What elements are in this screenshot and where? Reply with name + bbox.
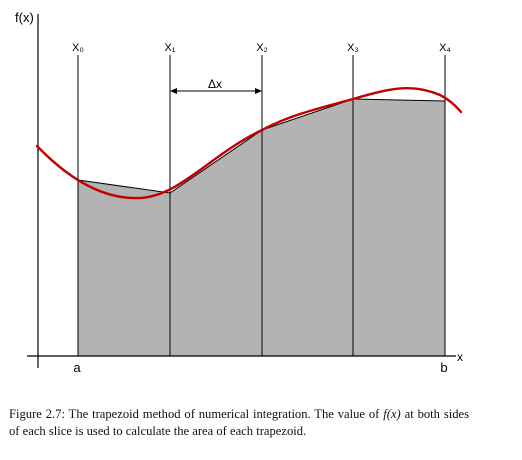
- bound-label-a: a: [73, 360, 81, 375]
- trapezoid-1: [78, 180, 170, 356]
- caption-fx: f(x): [383, 407, 401, 421]
- trapezoid-2: [170, 130, 262, 356]
- x-axis-label: x: [457, 350, 463, 364]
- y-axis-label: f(x): [15, 10, 34, 25]
- caption-text-part1: The trapezoid method of numerical integr…: [68, 407, 380, 421]
- trapezoid-3: [262, 99, 353, 356]
- delta-x-label: Δx: [208, 77, 222, 91]
- bound-label-b: b: [440, 360, 447, 375]
- slice-label-x3: X₃: [347, 42, 359, 54]
- slice-label-x4: X₄: [439, 42, 451, 54]
- trapezoid-4: [353, 99, 445, 356]
- delta-x-arrowhead-left: [170, 88, 177, 94]
- caption-label: Figure 2.7:: [9, 407, 65, 421]
- slice-label-x2: X₂: [256, 42, 268, 54]
- figure-caption: Figure 2.7: The trapezoid method of nume…: [9, 406, 469, 439]
- function-curve: [35, 87, 463, 200]
- caption-text-part2: at both sides of each slice is used to c…: [9, 407, 470, 438]
- delta-x-arrowhead-right: [255, 88, 262, 94]
- slice-label-x1: X₁: [164, 42, 175, 54]
- slice-label-x0: X₀: [72, 42, 84, 54]
